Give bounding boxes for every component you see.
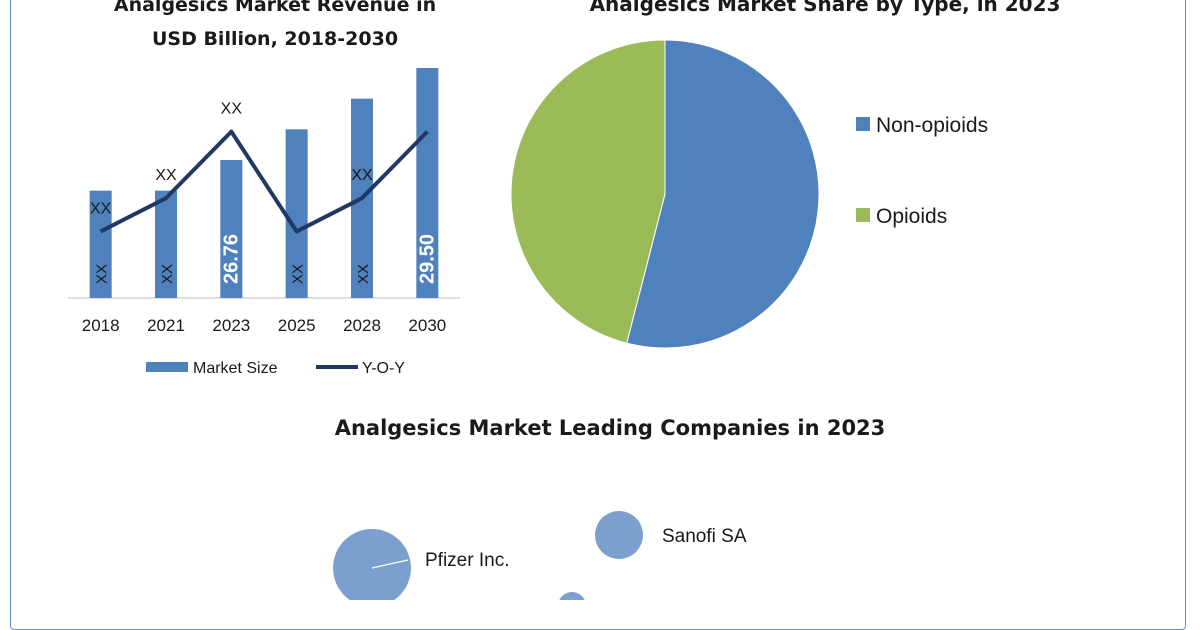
pie-slice <box>626 39 820 349</box>
bar <box>89 190 112 298</box>
company-bubble-partial <box>559 592 585 600</box>
x-tick-label: 2023 <box>212 316 250 335</box>
x-tick-label: 2021 <box>147 316 185 335</box>
leader-line <box>371 559 409 569</box>
bar-data-label: XX <box>355 264 372 284</box>
yoy-line <box>99 129 429 234</box>
x-tick-label: 2028 <box>343 316 381 335</box>
pie-legend-swatch <box>856 208 870 222</box>
pie-slice <box>510 39 666 344</box>
bar <box>155 190 177 298</box>
bar-data-label: XX <box>94 264 111 284</box>
x-tick-label: 2018 <box>82 316 120 335</box>
x-tick-label: 2030 <box>408 316 446 335</box>
companies-chart-title: Analgesics Market Leading Companies in 2… <box>334 416 886 440</box>
line-data-label: XX <box>351 167 373 184</box>
bar <box>285 129 308 298</box>
x-tick-label: 2025 <box>278 316 316 335</box>
companies-bubble-chart: Pfizer Inc. Sanofi SA <box>333 511 747 600</box>
line-data-label: XX <box>90 200 112 217</box>
bar-data-label: XX <box>159 264 176 284</box>
bar-data-label: 29.50 <box>416 234 438 284</box>
bar <box>220 160 243 298</box>
bar-chart: 2018 XX 2021 XX 2023 26.76 2025 XX 2028 XX 2030 29.… <box>68 68 460 377</box>
bar <box>416 68 439 298</box>
legend-label-yoy: Y-O-Y <box>362 360 405 377</box>
pie-chart-title: Analgesics Market Share by Type, in 2023 <box>589 0 1061 16</box>
bar-data-label: XX <box>290 264 307 284</box>
company-bubble <box>333 529 411 600</box>
pie-legend-label: Non-opioids <box>876 114 988 137</box>
company-label: Pfizer Inc. <box>425 550 509 571</box>
legend-swatch-market-size <box>146 362 188 372</box>
pie-legend-label: Opioids <box>876 205 947 228</box>
bar-chart-title: Analgesics Market Revenue in USD Billion… <box>113 0 437 50</box>
line-data-label: XX <box>155 167 177 184</box>
line-data-label: XX <box>221 101 243 118</box>
bar-data-label: 26.76 <box>220 234 242 284</box>
pie-legend-swatch <box>856 117 870 131</box>
company-bubble <box>595 511 643 559</box>
company-label: Sanofi SA <box>662 526 747 547</box>
legend-label-market-size: Market Size <box>193 360 278 377</box>
pie-chart: Non-opioids Opioids <box>510 39 988 349</box>
